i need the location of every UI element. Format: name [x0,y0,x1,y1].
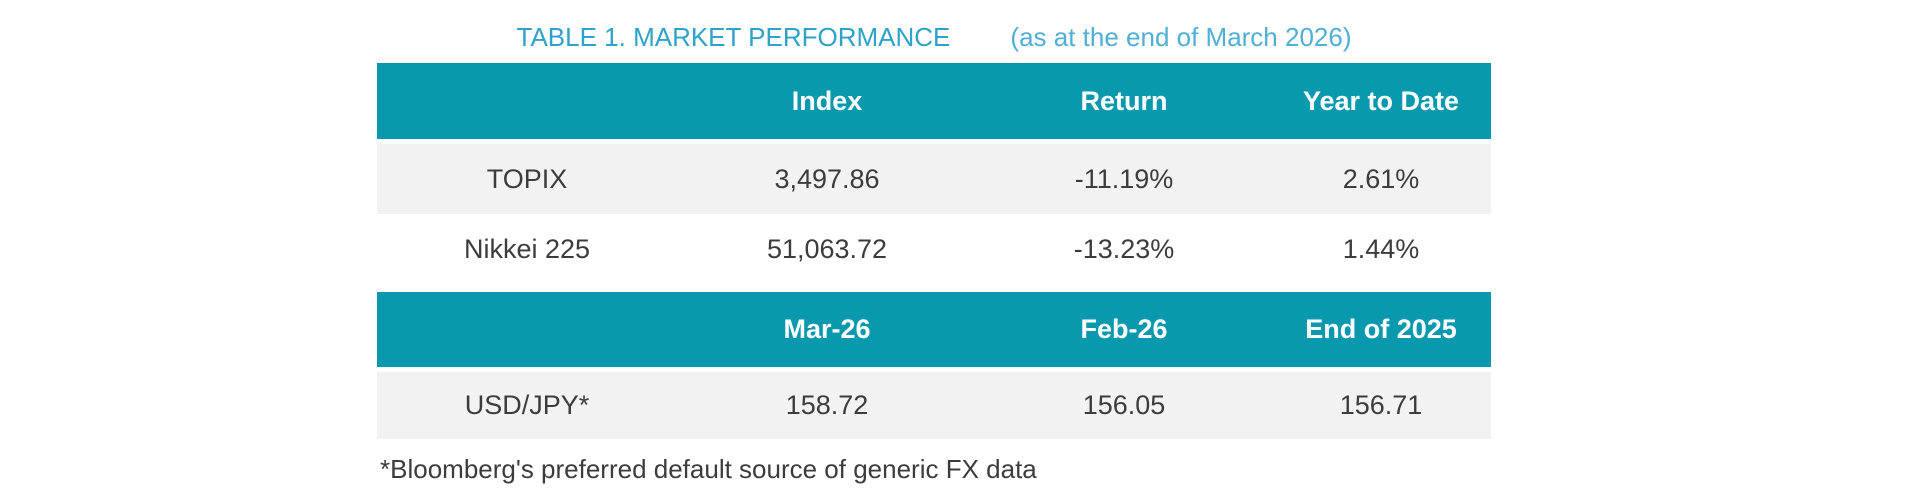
market-performance-table: Index Return Year to Date TOPIX 3,497.86… [377,63,1491,439]
year-to-date-value: 2.61% [1342,163,1420,194]
header-cell-end-of-2025: End of 2025 [1305,314,1457,344]
footnote: *Bloomberg's preferred default source of… [380,454,1037,484]
year-to-date-value: 1.44% [1342,233,1420,264]
index-value: 3,497.86 [774,163,880,194]
feb-26-value: 156.05 [1082,390,1166,420]
fx-section-header-row: Mar-26 Feb-26 End of 2025 [377,292,1491,367]
mar-26-value: 158.72 [785,390,869,420]
return-value: -11.19% [1074,163,1174,194]
index-section-header-row: Index Return Year to Date [377,63,1491,139]
row-label: USD/JPY* [464,390,590,420]
header-cell-return: Return [1080,85,1168,116]
table-row-topix: TOPIX 3,497.86 -11.19% 2.61% [377,144,1491,214]
header-cell-feb-26: Feb-26 [1080,314,1168,344]
end-of-2025-value: 156.71 [1339,390,1423,420]
table-row-nikkei-225: Nikkei 225 51,063.72 -13.23% 1.44% [377,214,1491,284]
return-value: -13.23% [1073,233,1175,264]
table-title: TABLE 1. MARKET PERFORMANCE (as at the e… [377,22,1491,52]
table-title-main: TABLE 1. MARKET PERFORMANCE [516,22,951,52]
row-label: TOPIX [486,163,568,194]
header-cell-year-to-date: Year to Date [1302,85,1460,116]
table-row-usd-jpy: USD/JPY* 158.72 156.05 156.71 [377,372,1491,439]
header-cell-mar-26: Mar-26 [783,314,871,344]
table-title-subtitle: (as at the end of March 2026) [1010,22,1352,52]
index-value: 51,063.72 [766,233,888,264]
row-label: Nikkei 225 [463,233,591,264]
header-cell-index: Index [791,85,863,116]
